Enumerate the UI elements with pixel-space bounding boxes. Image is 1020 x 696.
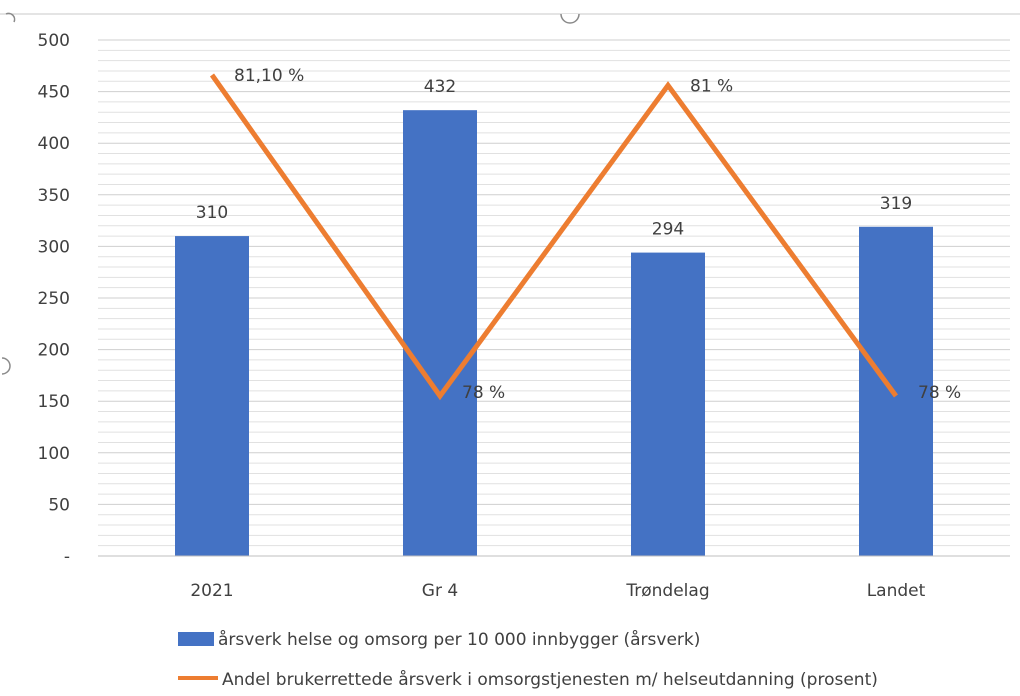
y-axis: - 50 100 150 200 250 300 350 400 450 500 [38, 31, 70, 567]
y-tick-label: 50 [48, 495, 70, 515]
y-tick-label: 150 [38, 392, 70, 412]
x-tick-label: Landet [867, 581, 926, 601]
bar-data-label: 432 [424, 77, 456, 97]
y-tick-label: - [64, 547, 70, 567]
line-data-label: 78 % [462, 383, 505, 403]
bar [175, 236, 249, 556]
y-tick-label: 200 [38, 341, 70, 361]
line-data-label: 81 % [690, 76, 733, 96]
x-tick-label: Trøndelag [625, 581, 709, 601]
y-tick-label: 300 [38, 237, 70, 257]
line-series [209, 73, 899, 401]
frame-top-handle[interactable] [560, 13, 580, 24]
bar-data-labels: 310 432 294 319 [196, 77, 912, 239]
y-tick-label: 450 [38, 83, 70, 103]
line-data-label: 81,10 % [234, 66, 304, 86]
bar-data-label: 310 [196, 203, 228, 223]
line-data-label: 78 % [918, 383, 961, 403]
y-tick-label: 500 [38, 31, 70, 51]
bar [403, 110, 477, 557]
frame-corner-handle[interactable] [5, 12, 16, 23]
legend-swatch-bar [178, 632, 214, 646]
legend-item-line: Andel brukerrettede årsverk i omsorgstje… [178, 669, 878, 690]
frame-left-handle[interactable] [1, 357, 11, 375]
bar-series [175, 110, 933, 557]
chart-frame [0, 12, 1020, 375]
legend-label-line: Andel brukerrettede årsverk i omsorgstje… [222, 669, 878, 690]
y-tick-label: 400 [38, 134, 70, 154]
y-tick-label: 250 [38, 289, 70, 309]
legend-label-bar: årsverk helse og omsorg per 10 000 innby… [218, 629, 700, 650]
legend: årsverk helse og omsorg per 10 000 innby… [178, 629, 878, 690]
bar-data-label: 319 [880, 194, 912, 214]
bar [631, 252, 705, 557]
x-tick-label: Gr 4 [422, 581, 458, 601]
x-tick-label: 2021 [190, 581, 233, 601]
bar [859, 226, 933, 557]
legend-item-bar: årsverk helse og omsorg per 10 000 innby… [178, 629, 700, 650]
line-series-path [209, 73, 899, 401]
y-tick-label: 350 [38, 186, 70, 206]
gridlines [98, 39, 1010, 557]
bar-data-label: 294 [652, 220, 684, 240]
line-data-labels: 81,10 % 78 % 81 % 78 % [234, 66, 961, 403]
x-axis: 2021 Gr 4 Trøndelag Landet [98, 555, 1010, 601]
y-tick-label: 100 [38, 444, 70, 464]
